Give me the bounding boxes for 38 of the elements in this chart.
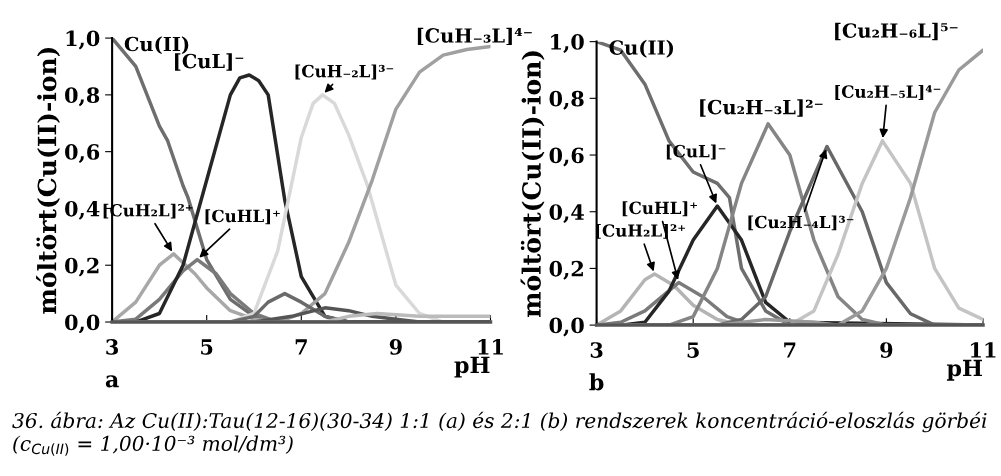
text: b xyxy=(589,373,604,391)
x-tick-label: 11 xyxy=(971,342,996,358)
text: a xyxy=(105,375,119,388)
series-label: Cu(II) xyxy=(124,36,189,55)
y-tick-label: 0,8 xyxy=(65,87,100,107)
x-tick-label: 11 xyxy=(478,339,503,355)
series-label: [CuL]⁻ xyxy=(175,53,244,71)
y-tick-label: 0,6 xyxy=(549,147,584,167)
text: [CuHL]⁺ xyxy=(205,209,280,225)
y-axis-title: móltört(Cu(II)-ion) xyxy=(520,51,545,318)
y-tick-label: 0,2 xyxy=(65,257,99,277)
x-axis-title: pH xyxy=(946,359,982,381)
series-label: [CuH₋₂L]³⁻ xyxy=(295,64,394,80)
y-tick-label: 1,0 xyxy=(66,30,100,50)
x-tick-label: 3 xyxy=(106,339,119,355)
x-tick-label: 9 xyxy=(880,342,893,358)
x-tick-label: 9 xyxy=(389,339,402,355)
text: [Cu₂H₋₅L]⁴⁻ xyxy=(835,85,941,100)
y-tick-label: 0,6 xyxy=(65,144,100,164)
x-tick-label: 3 xyxy=(590,342,603,358)
y-tick-label: 0,0 xyxy=(65,314,100,334)
x-tick-label: 7 xyxy=(784,342,796,358)
y-tick-label: 0,8 xyxy=(549,90,584,110)
y-tick-label: 0,4 xyxy=(65,200,100,220)
series-label: [CuH₋₃L]⁴⁻ xyxy=(417,27,532,46)
y-axis-title: móltört(Cu(II)-ion) xyxy=(36,47,60,314)
series-label: [Cu₂H₋₃L]²⁻ xyxy=(700,99,823,117)
y-tick-label: 1,0 xyxy=(551,34,584,53)
text: [CuHL]⁺ xyxy=(622,201,697,217)
x-tick-label: 5 xyxy=(687,342,699,358)
text: 36. ábra: Az Cu(II):Tau(12-16)(30-34) 1:1 (a) és 2:1 (b) rendszerek koncentráció-eloszlás görbéi (c$_{Cu(II)}$ = 1,00·10⁻³ mol/dm³) xyxy=(12,411,987,456)
y-tick-label: 0,4 xyxy=(549,204,584,224)
x-tick-label: 7 xyxy=(295,339,307,355)
y-tick-label: 0,0 xyxy=(549,317,584,337)
x-axis-title: pH xyxy=(454,356,490,378)
y-tick-label: 0,2 xyxy=(549,260,583,280)
series-label: [Cu₂H₋₆L]⁵⁻ xyxy=(835,22,958,41)
x-tick-label: 5 xyxy=(201,339,213,355)
